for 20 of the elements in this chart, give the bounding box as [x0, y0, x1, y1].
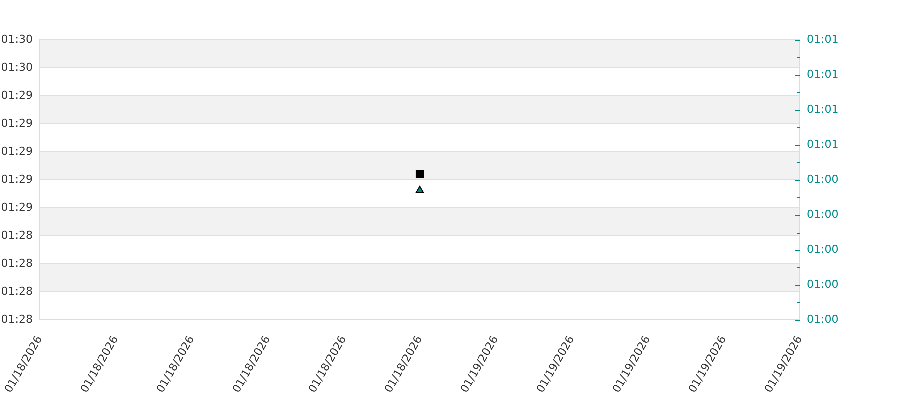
y-tick-label: 01:28: [1, 256, 33, 270]
y2-tick-label: 01:01: [807, 102, 839, 116]
y-tick-label: 01:30: [1, 60, 33, 74]
y2-tick-label: 01:00: [807, 312, 839, 326]
y2-tick-label: 01:01: [807, 68, 839, 81]
y-tick-label: 01:28: [1, 228, 33, 242]
y2-tick-label: 01:00: [807, 242, 839, 256]
y2-tick-label: 01:01: [807, 32, 839, 46]
y-tick-label: 01:29: [1, 172, 33, 186]
y-tick-label: 01:30: [1, 32, 33, 46]
y-tick-label: 01:29: [1, 200, 33, 214]
y-tick-label: 01:29: [1, 144, 33, 158]
y-tick-label: 01:28: [1, 312, 33, 326]
y-tick-label: 01:29: [1, 88, 33, 102]
y2-tick-label: 01:00: [807, 208, 839, 221]
y2-tick-label: 01:00: [807, 278, 839, 291]
y2-tick-label: 01:01: [807, 138, 839, 151]
y2-tick-label: 01:00: [807, 172, 839, 186]
y-tick-label: 01:29: [1, 116, 33, 130]
y-tick-label: 01:28: [1, 284, 33, 298]
